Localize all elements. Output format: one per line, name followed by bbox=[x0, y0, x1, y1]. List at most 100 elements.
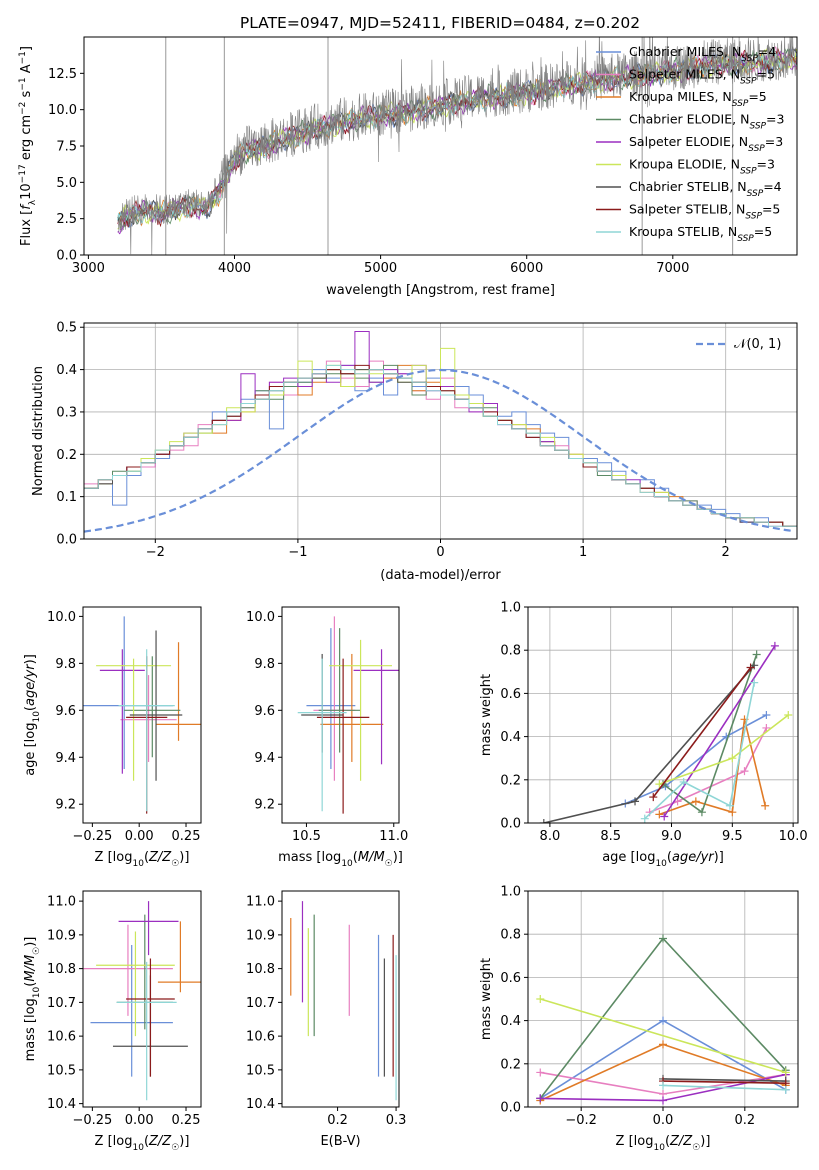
errorbar-kroupa-miles bbox=[156, 642, 201, 741]
errorbar-chabrier-miles bbox=[83, 616, 173, 769]
weight-marker bbox=[781, 1068, 790, 1077]
legend-label-part: SSP bbox=[740, 77, 757, 87]
legend-label-part: =5 bbox=[757, 67, 775, 82]
legend-label-part: =5 bbox=[762, 202, 780, 217]
legend-label: Salpeter STELIB, NSSP=5 bbox=[629, 202, 780, 222]
weight-marker bbox=[536, 1068, 545, 1077]
errorbar-kroupa-miles bbox=[320, 653, 384, 762]
weight-line-kroupa-stelib bbox=[662, 1084, 786, 1091]
y-tick-label: 10.5 bbox=[246, 1063, 275, 1078]
y-tick-label: 10.6 bbox=[47, 1030, 76, 1045]
y-axis-label: Normed distribution bbox=[31, 366, 46, 496]
y-axis-label-part: age [log bbox=[23, 723, 38, 776]
x-axis-label-part: 10 bbox=[655, 859, 667, 869]
legend-label: Salpeter MILES, NSSP=5 bbox=[629, 67, 775, 87]
axes-frame bbox=[82, 606, 202, 824]
y-axis-label-part: )] bbox=[23, 937, 38, 947]
legend-label-part: =5 bbox=[748, 89, 766, 104]
y-tick-label: 10.7 bbox=[47, 996, 76, 1011]
legend-label-part: Kroupa STELIB, N bbox=[629, 224, 737, 239]
y-axis-label-part: M/M bbox=[23, 955, 38, 982]
y-tick-label: 0.0 bbox=[500, 817, 521, 832]
axes-mass-vs-EBV: 0.2 0.3 10.4 10.5 10.6 10.7 10.8 10.9 11.0 E(B-V) bbox=[246, 890, 406, 1149]
histogram-kroupa-miles bbox=[84, 364, 797, 527]
y-tick-label: 10.5 bbox=[47, 1063, 76, 1078]
y-tick-label: 11.0 bbox=[47, 895, 76, 910]
legend-label: Chabrier ELODIE, NSSP=3 bbox=[629, 112, 784, 132]
x-axis-label-part: mass [log bbox=[278, 850, 341, 865]
axes-frame bbox=[281, 890, 400, 1108]
figure-title: PLATE=0947, MJD=52411, FIBERID=0484, z=0… bbox=[240, 14, 640, 32]
legend-label: 𝒩(0, 1) bbox=[734, 337, 781, 352]
x-axis-label-part: E(B-V) bbox=[320, 1134, 360, 1149]
x-axis-label: age [log10(age/yr)] bbox=[602, 850, 724, 869]
histogram-salpeter-stelib bbox=[84, 364, 797, 527]
y-tick-label: 12.5 bbox=[48, 67, 77, 82]
weight-marker bbox=[752, 650, 761, 659]
plot-area-age-vs-Z bbox=[83, 616, 201, 814]
y-axis-label-part: ( bbox=[23, 982, 38, 987]
x-tick-label: 0.2 bbox=[734, 1113, 755, 1128]
errorbar-kroupa-elodie bbox=[96, 658, 172, 781]
legend-label-part: SSP bbox=[732, 99, 749, 109]
plot-area-weight-vs-Z bbox=[536, 934, 790, 1105]
axes-age-vs-mass: 10.5 11.0 9.2 9.4 9.6 9.8 10.0 mass [log10(M/M☉… bbox=[246, 606, 408, 869]
y-tick-label: 10.7 bbox=[246, 996, 275, 1011]
y-tick-label: 0.3 bbox=[56, 405, 77, 420]
axes-frame bbox=[527, 606, 799, 824]
x-axis-label-part: )] bbox=[179, 850, 189, 865]
y-tick-label: 0.2 bbox=[56, 448, 77, 463]
x-axis-label-part: ( bbox=[667, 850, 672, 865]
weight-marker bbox=[781, 1085, 790, 1094]
x-tick-label: 11.0 bbox=[379, 829, 408, 844]
y-axis-label-part: ] bbox=[19, 46, 34, 51]
y-axis-label: mass [log10(M/M☉)] bbox=[23, 937, 42, 1062]
weight-marker bbox=[659, 934, 667, 943]
errorbar-salpeter-stelib bbox=[126, 958, 175, 1077]
weight-marker bbox=[784, 711, 793, 719]
weight-marker bbox=[536, 1094, 545, 1103]
legend-label: Salpeter ELODIE, NSSP=3 bbox=[629, 134, 783, 154]
x-tick-label: 7000 bbox=[656, 261, 689, 276]
y-tick-label: 9.8 bbox=[55, 657, 76, 672]
axes-residuals: −2 −1 0 1 2 0.0 0.1 0.2 0.3 0.4 0.5 (data-model)/er… bbox=[31, 321, 798, 583]
errorbar-salpeter-elodie bbox=[99, 649, 145, 774]
weight-marker bbox=[659, 1096, 667, 1105]
legend-label-part: SSP bbox=[740, 167, 757, 177]
y-tick-label: 0.8 bbox=[500, 644, 521, 659]
x-tick-label: 5000 bbox=[364, 261, 397, 276]
y-tick-label: 10.4 bbox=[246, 1097, 275, 1112]
y-tick-label: 0.0 bbox=[56, 533, 77, 548]
weight-marker bbox=[691, 797, 700, 806]
axes-mass-vs-Z: −0.25 0.00 0.25 10.4 10.5 10.6 10.7 10.8 10.9 11.… bbox=[23, 890, 202, 1153]
weight-marker bbox=[536, 995, 545, 1003]
errorbar-kroupa-stelib bbox=[118, 649, 175, 812]
y-axis-label-part: −1 bbox=[18, 51, 28, 64]
x-axis-label-part: ( bbox=[665, 1134, 670, 1149]
errorbar-chabrier-miles bbox=[90, 945, 173, 1077]
weight-marker bbox=[770, 641, 779, 650]
x-tick-label: 0.25 bbox=[172, 829, 201, 844]
plot-area-age-vs-mass bbox=[297, 616, 399, 814]
errorbar-chabrier-elodie bbox=[116, 914, 173, 1030]
y-axis-label: age [log10(age/yr)] bbox=[23, 654, 42, 776]
weight-marker bbox=[659, 1016, 667, 1025]
y-axis-label-part: mass [log bbox=[23, 998, 38, 1061]
y-tick-label: 9.6 bbox=[55, 704, 76, 719]
weight-marker bbox=[762, 723, 771, 732]
x-tick-label: 1 bbox=[579, 545, 587, 560]
y-axis-label-part: −2 bbox=[18, 102, 28, 115]
x-axis-label-part: Z/Z bbox=[148, 1134, 172, 1149]
x-tick-label: −2 bbox=[146, 545, 165, 560]
x-tick-label: −0.25 bbox=[72, 1113, 112, 1128]
y-axis-label-part: Flux [ bbox=[19, 210, 34, 246]
y-tick-label: 9.2 bbox=[254, 798, 275, 813]
y-axis-label-part: −17 bbox=[18, 164, 28, 183]
y-tick-label: 0.0 bbox=[500, 1101, 521, 1116]
x-axis-label: wavelength [Angstrom, rest frame] bbox=[326, 283, 555, 298]
x-axis-label: Z [log10(Z/Z☉)] bbox=[616, 1134, 711, 1153]
legend-label-part: =4 bbox=[763, 179, 781, 194]
axes-frame bbox=[281, 606, 400, 824]
y-axis-label-part: 10 bbox=[32, 986, 42, 998]
